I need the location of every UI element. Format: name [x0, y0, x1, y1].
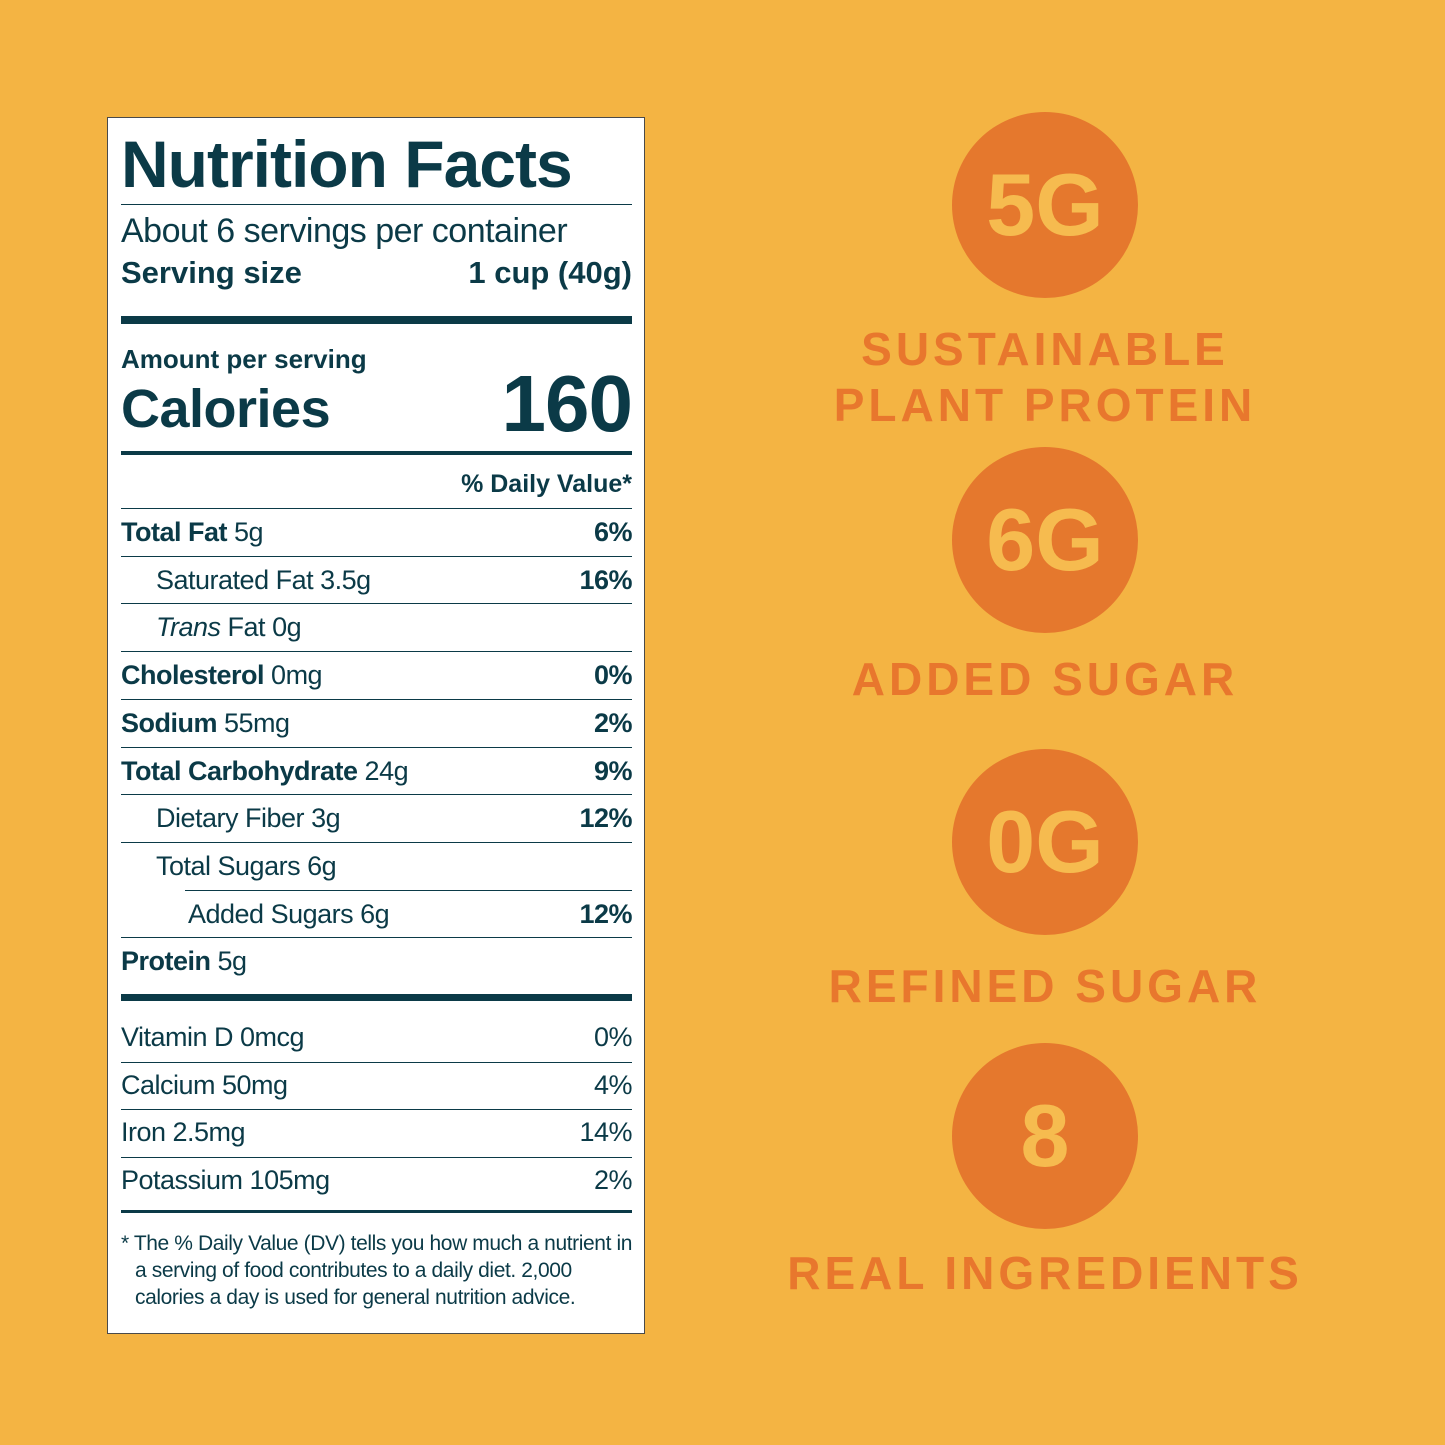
- highlight-value: 6G: [952, 447, 1138, 633]
- daily-value-header: % Daily Value*: [461, 470, 632, 498]
- rule: [121, 937, 632, 939]
- serving-size-value: 1 cup (40g): [468, 255, 632, 290]
- nutrient-row: Protein 5g: [121, 938, 632, 985]
- rule: [121, 603, 632, 605]
- servings: About 6 servings per container: [121, 212, 568, 250]
- nutrient-row: Total Sugars 6g: [121, 843, 632, 890]
- nutrient-name-wrap: Total Fat 5g: [121, 517, 264, 548]
- nutrient-row: Cholesterol 0mg 0%: [121, 652, 633, 699]
- highlight-label: ADDED SUGAR: [851, 653, 1239, 705]
- nutrient-dv: 2%: [593, 707, 633, 738]
- nutrient-name: Total Fat: [121, 517, 228, 547]
- nutrient-amount: 6g: [360, 898, 390, 929]
- vitamin-name: Potassium 105mg: [121, 1164, 330, 1195]
- nutrient-name-wrap: Protein 5g: [121, 946, 247, 977]
- rule: [121, 794, 632, 796]
- nutrient-dv: 9%: [593, 755, 633, 786]
- rule: [121, 204, 632, 205]
- nutrient-amount: 3.5g: [320, 564, 371, 595]
- nutrient-name: Dietary Fiber: [156, 803, 305, 834]
- nutrient-name: Added Sugars: [188, 898, 354, 929]
- nutrient-name-wrap: Sodium 55mg: [121, 708, 290, 739]
- thick-rule: [121, 994, 632, 1001]
- nutrient-name: Total Sugars: [156, 850, 301, 881]
- nutrient-amount: 55mg: [224, 707, 290, 738]
- highlight-label: REAL INGREDIENTS: [787, 1247, 1303, 1299]
- medium-rule: [121, 1210, 632, 1213]
- nutrient-name-wrap: Dietary Fiber 3g: [121, 803, 341, 834]
- rule: [121, 841, 632, 843]
- vitamin-name: Iron 2.5mg: [121, 1117, 246, 1148]
- thick-rule: [121, 316, 632, 324]
- footnote: * The % Daily Value (DV) tells you how m…: [121, 1232, 632, 1309]
- nutrient-dv: 6%: [593, 517, 633, 547]
- medium-rule: [121, 451, 632, 455]
- highlight-value: 0G: [952, 749, 1138, 935]
- rule: [121, 1109, 632, 1111]
- amount-per-serving: Amount per serving: [121, 344, 367, 374]
- rule: [185, 889, 632, 891]
- vitamin-name: Calcium 50mg: [121, 1069, 288, 1100]
- nutrient-row: Trans Fat 0g: [121, 604, 632, 651]
- nutrient-amount: 24g: [364, 755, 409, 786]
- nutrient-name: Fat: [227, 612, 266, 643]
- rule: [121, 1061, 632, 1063]
- nutrient-row: Saturated Fat 3.5g 16%: [121, 557, 632, 604]
- nutrient-dv: 12%: [579, 898, 632, 929]
- rule: [121, 698, 632, 700]
- nutrient-name-wrap: Trans Fat 0g: [121, 612, 302, 643]
- rule: [121, 508, 632, 509]
- rule: [121, 746, 632, 748]
- highlight-label: REFINED SUGAR: [828, 960, 1262, 1012]
- highlight-value: 8: [952, 1043, 1138, 1229]
- nutrient-name-wrap: Total Carbohydrate 24g: [121, 755, 409, 787]
- nutrient-dv: 12%: [579, 803, 632, 834]
- vitamin-row: Iron 2.5mg 14%: [121, 1109, 632, 1156]
- nutrient-name: Protein: [121, 946, 211, 977]
- nutrient-amount: 0g: [272, 612, 302, 643]
- nutrient-name-italic: Trans: [156, 612, 221, 643]
- nutrient-name: Sodium: [121, 707, 218, 738]
- vitamin-row: Vitamin D 0mcg 0%: [121, 1014, 633, 1061]
- nutrient-name-wrap: Saturated Fat 3.5g: [121, 565, 371, 596]
- rule: [121, 555, 632, 557]
- vitamin-dv: 14%: [579, 1117, 632, 1148]
- highlight-value: 5G: [952, 112, 1138, 298]
- vitamin-dv: 2%: [593, 1164, 633, 1195]
- nutrient-name: Saturated Fat: [156, 564, 314, 595]
- nutrient-name-wrap: Added Sugars 6g: [121, 898, 390, 930]
- nutrient-name-wrap: Cholesterol 0mg: [121, 660, 323, 691]
- vitamin-dv: 4%: [593, 1069, 633, 1100]
- vitamin-row: Calcium 50mg 4%: [121, 1062, 633, 1109]
- nutrient-row: Total Fat 5g 6%: [121, 509, 633, 556]
- nutrient-amount: 6g: [307, 850, 337, 881]
- nutrient-dv: 0%: [593, 660, 633, 691]
- nutrient-row: Added Sugars 6g 12%: [121, 891, 632, 938]
- rule: [121, 1156, 632, 1158]
- label-title: Nutrition Facts: [121, 127, 573, 201]
- vitamin-name: Vitamin D 0mcg: [121, 1022, 305, 1052]
- calories-value: 160: [501, 359, 633, 448]
- nutrient-dv: 16%: [579, 564, 632, 595]
- highlight-label: SUSTAINABLE: [861, 323, 1229, 375]
- calories-label: Calories: [121, 379, 331, 439]
- nutrient-amount: 0mg: [271, 660, 323, 691]
- serving-size-label: Serving size: [121, 255, 302, 290]
- nutrient-amount: 5g: [234, 517, 264, 547]
- nutrient-name: Cholesterol: [121, 660, 265, 691]
- nutrient-row: Dietary Fiber 3g 12%: [121, 795, 632, 842]
- nutrient-amount: 5g: [217, 946, 248, 977]
- nutrient-row: Total Carbohydrate 24g 9%: [121, 748, 633, 795]
- nutrient-amount: 3g: [311, 803, 341, 834]
- nutrient-row: Sodium 55mg 2%: [121, 700, 633, 747]
- vitamin-row: Potassium 105mg 2%: [121, 1157, 633, 1204]
- serving-size: Serving size 1 cup (40g): [121, 255, 632, 291]
- highlight-label: PLANT PROTEIN: [833, 379, 1257, 431]
- nutrient-name-wrap: Total Sugars 6g: [121, 850, 337, 882]
- rule: [121, 651, 632, 653]
- nutrient-name: Total Carbohydrate: [121, 755, 358, 786]
- vitamin-dv: 0%: [593, 1022, 633, 1052]
